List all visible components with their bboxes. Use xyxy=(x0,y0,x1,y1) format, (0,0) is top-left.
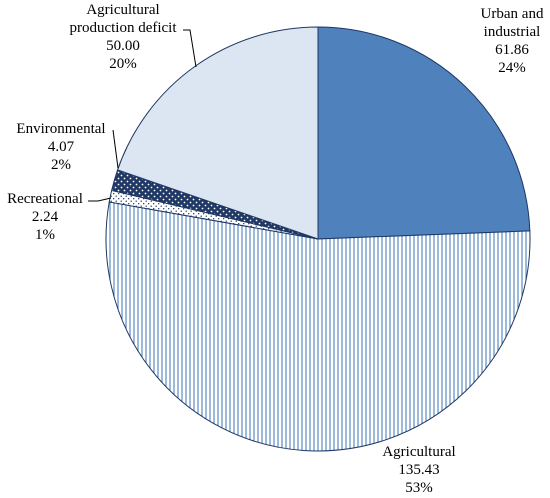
pie-slice-urban-and-industrial xyxy=(317,26,531,240)
data-label-agricultural-name-0: Agricultural xyxy=(382,444,455,460)
data-label-environmental-name-0: Environmental xyxy=(16,121,105,137)
data-label-urban-and-industrial-percent: 24% xyxy=(498,60,526,76)
data-label-environmental-percent: 2% xyxy=(51,157,71,173)
pie-slice-agricultural-production-deficit xyxy=(116,26,319,240)
data-label-recreational-name-0: Recreational xyxy=(7,191,83,207)
data-label-urban-and-industrial-name-1: industrial xyxy=(484,24,541,40)
data-label-agricultural-production-deficit-percent: 20% xyxy=(109,56,137,72)
data-label-agricultural-value: 135.43 xyxy=(398,462,439,478)
data-label-urban-and-industrial-value: 61.86 xyxy=(495,42,529,58)
data-label-agricultural-production-deficit-value: 50.00 xyxy=(106,38,140,54)
data-label-agricultural-production-deficit-name-0: Agricultural xyxy=(86,2,159,18)
data-label-environmental-value: 4.07 xyxy=(48,139,75,155)
data-label-agricultural-production-deficit-name-1: production deficit xyxy=(69,20,177,36)
leader-line-recreational xyxy=(88,197,112,202)
leader-line-agricultural-production-deficit xyxy=(183,29,197,68)
data-label-recreational-value: 2.24 xyxy=(32,209,59,225)
data-label-recreational-percent: 1% xyxy=(35,227,55,243)
leader-line-environmental xyxy=(112,129,119,169)
data-label-agricultural-percent: 53% xyxy=(405,480,433,496)
data-label-urban-and-industrial-name-0: Urban and xyxy=(481,6,544,22)
pie-slice-agricultural xyxy=(105,201,531,452)
